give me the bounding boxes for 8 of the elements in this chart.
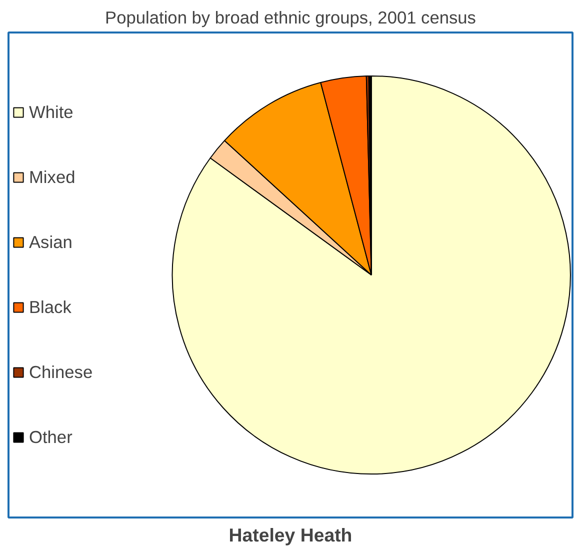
text: Hateley Heath [228, 524, 352, 546]
legend-label: Chinese [29, 362, 93, 382]
legend-label: White [29, 102, 74, 122]
legend-label: Mixed [29, 166, 76, 188]
legend-label: Asian [29, 232, 72, 252]
chart-title: Population by broad ethnic groups, 2001 census [105, 8, 476, 28]
legend-label: Other [29, 426, 72, 448]
legend-label: Black [29, 296, 72, 318]
